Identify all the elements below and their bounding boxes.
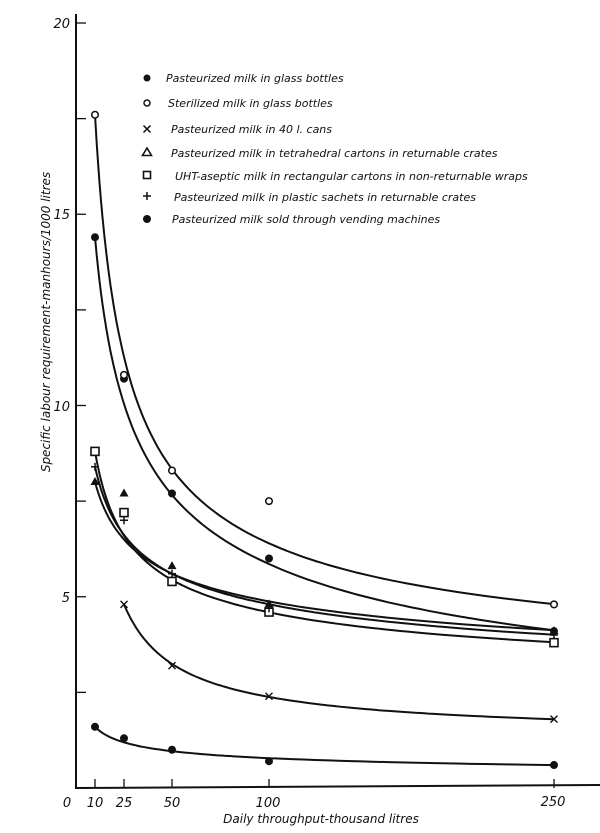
x-marker (168, 661, 176, 670)
filled-circle-marker (91, 233, 99, 242)
square-icon (142, 170, 152, 180)
legend-label: Pasteurized milk sold through vending ma… (172, 213, 440, 226)
curve-series-3 (94, 481, 555, 632)
plus-marker (550, 631, 558, 639)
open-circle-marker (549, 600, 559, 609)
x-axis-ticks (94, 779, 555, 788)
curve-series-2 (123, 604, 555, 721)
axes (74, 14, 600, 789)
plus-marker (265, 604, 273, 613)
legend-item-40l-cans: Pasteurized milk in 40 l. cans (142, 123, 332, 136)
legend-item-pasteurized-glass: Pasteurized milk in glass bottles (143, 72, 344, 85)
curve-series-1 (94, 114, 555, 606)
plus-marker (168, 569, 176, 578)
curve-series-0 (94, 237, 555, 632)
y-tick-label-10: 10 (53, 400, 70, 415)
x-axis-line (74, 784, 600, 789)
y-tick-labels: 20 15 10 5 (53, 17, 70, 606)
plus-icon (143, 192, 151, 200)
legend-label: Sterilized milk in glass bottles (168, 97, 333, 110)
x-tick-labels: 0 10 25 50 100 250 (63, 795, 566, 811)
legend-item-sterilized-glass: Sterilized milk in glass bottles (143, 97, 333, 110)
legend-item-vending: Pasteurized milk sold through vending ma… (143, 213, 440, 226)
filled-circle-icon (143, 74, 151, 82)
y-tick-label-20: 20 (53, 17, 70, 32)
triangle-marker (167, 561, 177, 570)
legend-label: Pasteurized milk in 40 l. cans (171, 123, 332, 136)
x-marker (550, 715, 558, 724)
legend: Pasteurized milk in glass bottles Steril… (141, 72, 528, 226)
legend-item-plastic-sachets: Pasteurized milk in plastic sachets in r… (143, 191, 476, 204)
triangle-icon (141, 146, 153, 157)
x-tick-label-25: 25 (116, 796, 133, 811)
x-tick-label-10: 10 (87, 796, 104, 811)
x-marker (265, 692, 273, 701)
triangle-marker (119, 488, 129, 497)
x-tick-label-100: 100 (256, 796, 281, 811)
open-circle-marker (119, 370, 129, 379)
y-axis-title: Specific labour requirement-manhours/100… (39, 172, 53, 472)
legend-label: UHT-aseptic milk in rectangular cartons … (175, 170, 528, 183)
filled-circle-icon (143, 215, 151, 223)
filled-circle-marker (265, 757, 273, 766)
legend-label: Pasteurized milk in tetrahedral cartons … (171, 147, 498, 160)
square-marker (90, 446, 100, 457)
triangle-marker (90, 477, 100, 485)
filled-circle-marker (168, 489, 176, 498)
y-tick-label-5: 5 (62, 591, 70, 606)
x-tick-label-50: 50 (164, 796, 181, 811)
legend-item-uht: UHT-aseptic milk in rectangular cartons … (142, 170, 528, 183)
legend-item-tetrahedral: Pasteurized milk in tetrahedral cartons … (141, 146, 498, 160)
filled-circle-marker (120, 734, 128, 743)
plus-marker (120, 516, 128, 525)
filled-circle-marker (168, 745, 176, 754)
open-circle-marker (167, 466, 177, 475)
x-tick-label-250: 250 (541, 795, 566, 810)
filled-circle-marker (265, 554, 273, 563)
x-axis-title: Daily throughput-thousand litres (223, 812, 419, 826)
open-circle-marker (264, 497, 274, 506)
filled-circle-marker (550, 761, 558, 770)
x-mark-icon (142, 124, 152, 134)
square-marker (549, 637, 559, 648)
square-marker (167, 576, 177, 587)
filled-circle-marker (91, 722, 99, 731)
curve-series-6 (94, 726, 555, 767)
triangle-marker (264, 599, 274, 608)
data-markers (90, 110, 559, 770)
open-circle-marker (90, 110, 100, 119)
square-marker (119, 507, 129, 518)
x-marker (120, 600, 128, 609)
y-tick-label-15: 15 (53, 208, 70, 223)
y-axis-ticks (76, 22, 86, 789)
x-tick-label-0: 0 (63, 796, 71, 811)
open-circle-icon (143, 99, 151, 107)
triangle-marker (549, 626, 559, 635)
legend-label: Pasteurized milk in glass bottles (166, 72, 344, 85)
legend-label: Pasteurized milk in plastic sachets in r… (174, 191, 476, 204)
plus-marker (91, 462, 99, 471)
